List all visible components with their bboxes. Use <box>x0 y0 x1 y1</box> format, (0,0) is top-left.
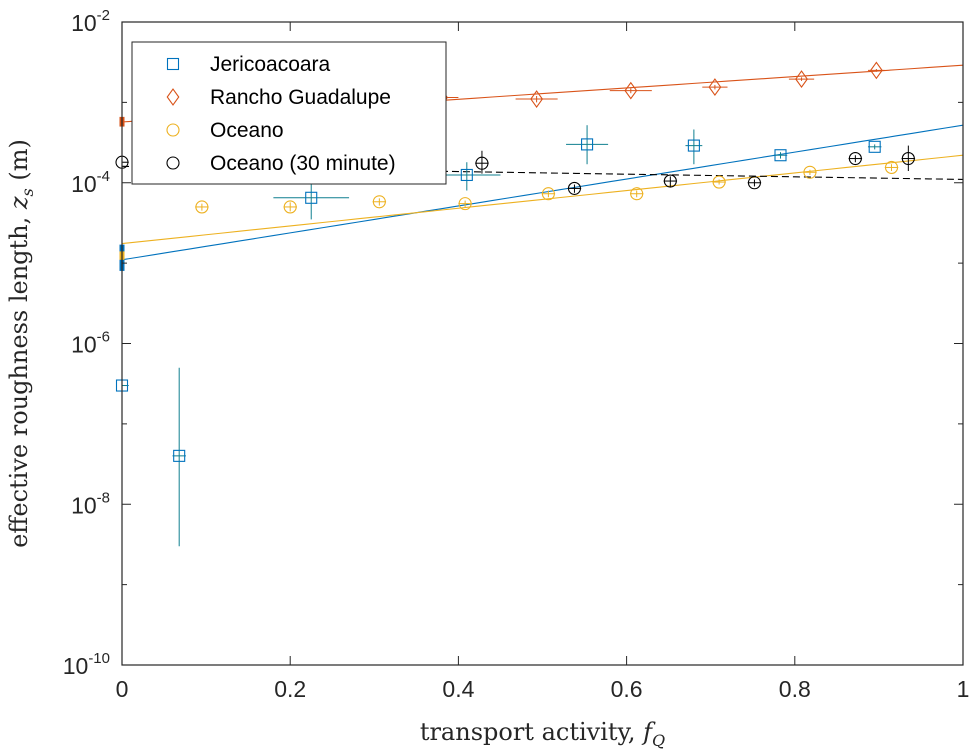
x-tick-label: 0.6 <box>611 676 643 702</box>
oceano-marker <box>884 160 899 175</box>
x-axis-label-sub: Q <box>652 731 665 750</box>
oceano-30-minute-point <box>747 176 762 190</box>
x-axis-label-text: transport activity, <box>420 718 643 746</box>
y-tick-label: 10-6 <box>71 329 110 358</box>
y-tick-label: 10-10 <box>63 650 110 679</box>
oceano-marker <box>195 200 209 214</box>
x-axis-label: transport activity, fQ <box>420 718 665 750</box>
jericoacoara-point <box>773 149 788 162</box>
oceano-30-minute-point <box>567 181 582 195</box>
rancho-guadalupe-point <box>702 78 728 96</box>
oceano-point <box>541 187 556 201</box>
y-axis-label-text: effective roughness length, <box>5 209 33 548</box>
oceano-30-minute-fit-line <box>121 165 963 180</box>
oceano-30-minute-point <box>901 145 916 172</box>
oceano-marker <box>803 165 817 179</box>
y-axis-label-var: z <box>5 196 33 210</box>
jericoacoara-point <box>115 351 129 418</box>
jericoacoara-point <box>172 367 186 547</box>
y-axis-label: effective roughness length, zs (m) <box>5 139 37 548</box>
x-tick-label: 0.2 <box>274 676 306 702</box>
rancho-guadalupe-point <box>788 70 815 88</box>
legend-box <box>131 41 447 185</box>
rancho-guadalupe-point <box>515 90 558 108</box>
jericoacoara-point <box>867 140 882 153</box>
y-axis-label-sub: s <box>18 188 37 196</box>
oceano-point <box>372 195 387 209</box>
jericoacoara-marker <box>173 449 186 462</box>
legend-marker-jericoacoara <box>166 57 180 71</box>
legend-marker-oceano-30-minute <box>166 156 180 170</box>
x-tick-label: 1 <box>957 676 970 702</box>
oceano-marker <box>541 187 555 201</box>
oceano-point <box>629 187 644 201</box>
oceano-point <box>712 175 726 189</box>
oceano-30-minute-marker <box>475 156 489 170</box>
oceano-30-minute-point <box>475 150 489 174</box>
oceano-30-minute-marker <box>901 152 915 166</box>
jericoacoara-marker <box>868 140 881 153</box>
jericoacoara-marker <box>581 138 594 151</box>
oceano-point <box>195 200 209 214</box>
ticks-layer: 0 0.2 0.4 0.6 0.8 1 10-10 10-8 10-6 10-4 10-2 <box>63 7 970 702</box>
legend-label-rancho-guadalupe: Rancho Guadalupe <box>210 86 391 109</box>
oceano-marker <box>372 195 386 209</box>
oceano-point <box>458 197 472 211</box>
rancho-guadalupe-marker <box>624 81 638 100</box>
jericoacoara-marker <box>305 191 318 204</box>
jericoacoara-point <box>566 125 609 165</box>
jericoacoara-point <box>685 129 703 165</box>
x-tick-label: 0 <box>116 676 129 702</box>
legend-label-oceano-30-minute: Oceano (30 minute) <box>210 152 396 175</box>
x-tick-label: 0.8 <box>779 676 811 702</box>
jericoacoara-point <box>273 179 350 220</box>
oceano-30-minute-marker <box>848 152 862 166</box>
oceano-point <box>283 200 297 214</box>
y-tick-label: 10-2 <box>71 7 110 36</box>
jericoacoara-marker <box>687 139 700 152</box>
rancho-guadalupe-marker <box>708 78 722 96</box>
oceano-marker <box>283 200 297 214</box>
jericoacoara-marker <box>774 149 787 162</box>
legend-label-oceano: Oceano <box>210 119 284 142</box>
legend-marker-rancho-guadalupe <box>166 88 180 106</box>
oceano-marker <box>630 187 644 201</box>
oceano-30-minute-marker <box>567 181 582 195</box>
legend: Jericoacoara Rancho Guadalupe Oceano Oceano… <box>131 41 447 185</box>
oceano-fit-line <box>121 154 963 245</box>
legend-marker-oceano <box>166 123 180 137</box>
rancho-guadalupe-point <box>867 61 885 80</box>
oceano-30-minute-marker <box>663 174 677 188</box>
rancho-guadalupe-marker <box>869 61 883 80</box>
y-axis-label-unit: (m) <box>5 139 33 188</box>
jericoacoara-marker <box>460 168 473 182</box>
oceano-30-minute-point <box>663 174 678 188</box>
rancho-guadalupe-marker <box>795 70 808 88</box>
y-tick-label: 10-4 <box>71 168 110 197</box>
oceano-point <box>884 160 899 175</box>
x-tick-label: 0.4 <box>442 676 474 702</box>
oceano-marker <box>458 197 472 211</box>
legend-label-jericoacoara: Jericoacoara <box>210 53 331 76</box>
rancho-guadalupe-marker <box>530 90 544 108</box>
oceano-30-minute-point <box>848 152 863 166</box>
oceano-30-minute-marker <box>747 176 761 190</box>
y-tick-label: 10-8 <box>71 489 110 518</box>
oceano-point <box>803 165 817 179</box>
rancho-guadalupe-point <box>609 81 652 100</box>
oceano-marker <box>712 175 726 189</box>
